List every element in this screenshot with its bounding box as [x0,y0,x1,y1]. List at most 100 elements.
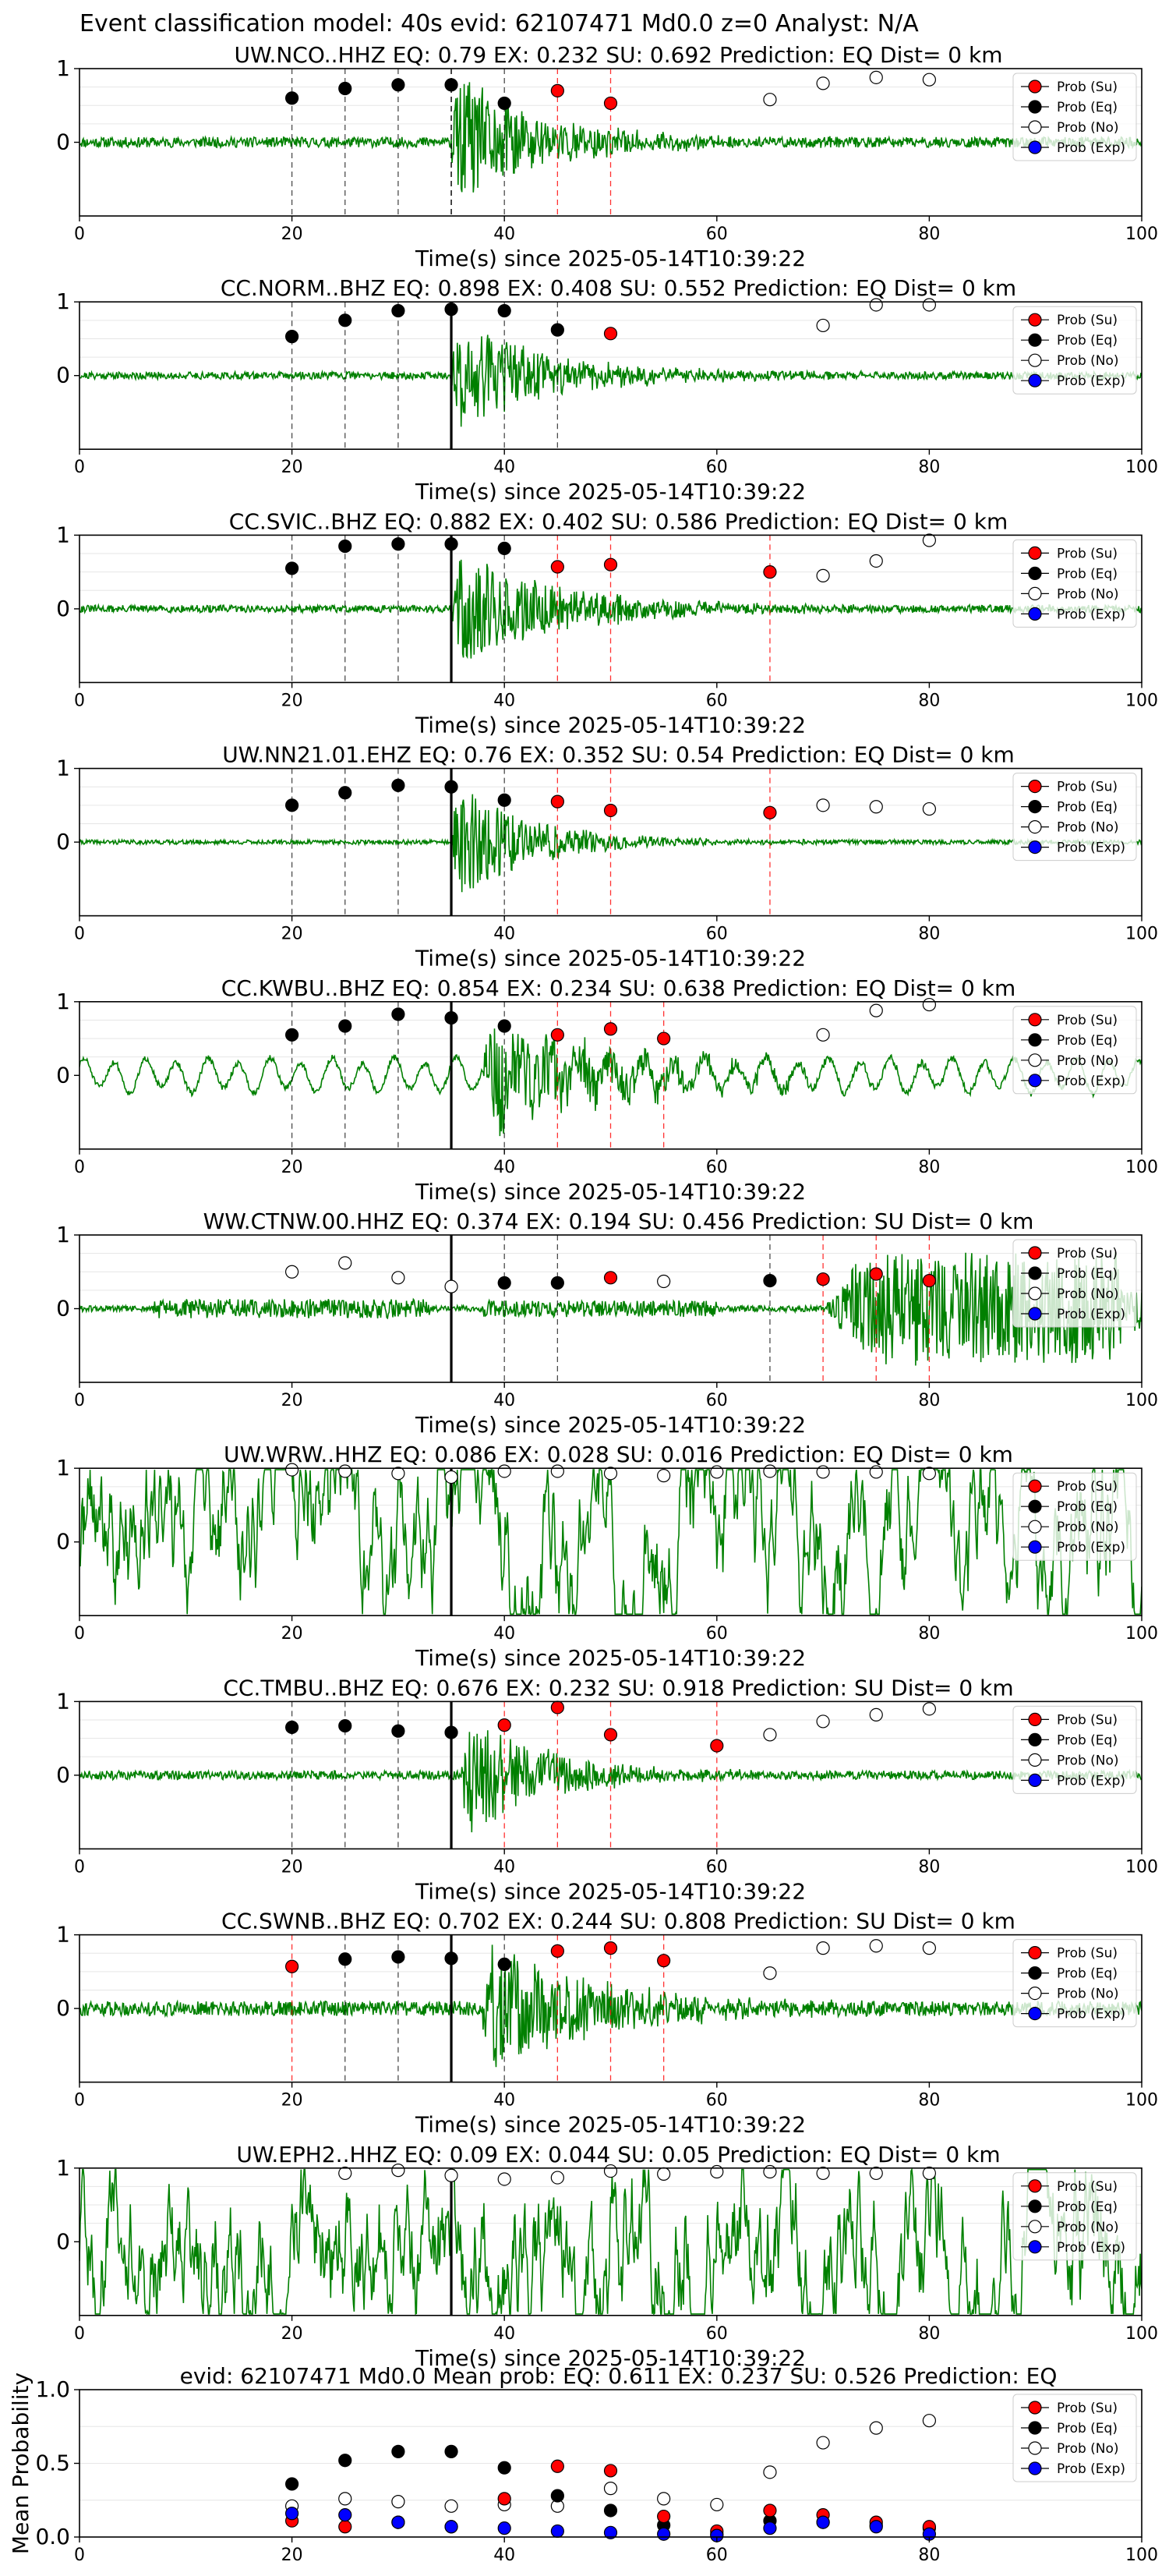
y-tick-label: 0 [56,363,70,388]
prob-point-no [816,1465,830,1479]
legend-label: Prob (Exp) [1057,1307,1125,1322]
prob-point-su [550,2459,564,2473]
y-tick-label: 0 [56,2228,70,2254]
prob-point-no [710,2497,724,2512]
prob-point-eq [391,1007,405,1021]
x-tick-label: 40 [493,458,515,477]
x-tick-label: 80 [918,691,940,710]
y-tick-label: 1 [56,755,70,781]
legend-label: Prob (Eq) [1057,1033,1118,1049]
legend-label: Prob (No) [1057,120,1119,136]
prob-point-exp [603,2525,618,2539]
legend-marker-eq [1028,333,1042,347]
y-tick-label: 0 [56,1062,70,1088]
y-tick-label: 0.0 [35,2524,70,2549]
x-tick-label: 80 [918,2091,940,2111]
prob-point-no [603,2482,618,2496]
prob-point-no [922,1941,937,1955]
legend-marker-exp [1028,2240,1042,2254]
prob-point-no [444,2168,458,2182]
legend-label: Prob (Su) [1057,1013,1118,1028]
x-tick-label: 20 [281,2546,303,2565]
legend-label: Prob (Su) [1057,80,1118,95]
prob-point-eq [497,1276,511,1290]
prob-point-no [922,2166,937,2181]
prob-point-su [657,1954,671,1968]
x-axis-label: Time(s) since 2025-05-14T10:39:22 [415,2345,806,2371]
x-tick-label: 20 [281,1857,303,1877]
prob-point-eq [444,2444,458,2458]
prob-point-su [550,83,564,97]
x-tick-label: 100 [1125,2546,1158,2565]
subplot-title: CC.SWNB..BHZ EQ: 0.702 EX: 0.244 SU: 0.8… [221,1909,1015,1934]
legend-box [1012,1472,1137,1561]
prob-point-eq [497,541,511,556]
x-tick-label: 60 [706,225,728,244]
legend: Prob (Su) Prob (Eq) Prob (No) Prob (Exp) [1012,1939,1137,2028]
prob-point-no [444,1470,458,1484]
legend-marker-no [1028,353,1042,367]
legend-label: Prob (Eq) [1057,2421,1118,2436]
x-tick-label: 60 [706,691,728,710]
legend-marker-eq [1028,1732,1042,1746]
y-tick-label: 1.0 [35,2376,70,2402]
subplot-title: UW.WRW..HHZ EQ: 0.086 EX: 0.028 SU: 0.01… [224,1442,1013,1467]
prob-point-no [922,1702,937,1716]
legend-marker-no [1028,586,1042,601]
subplot-title: CC.NORM..BHZ EQ: 0.898 EX: 0.408 SU: 0.5… [221,275,1016,301]
y-tick-label: 0 [56,1995,70,2021]
prob-point-su [338,2520,352,2534]
legend: Prob (Su) Prob (Eq) Prob (No) Prob (Exp) [1012,773,1137,862]
prob-point-no [922,73,937,87]
axes-frame [79,2167,1143,2316]
prob-point-no [869,70,883,84]
x-tick-label: 0 [74,1391,85,1410]
legend-box [1012,1705,1137,1794]
prob-point-no [603,1467,618,1481]
x-tick-label: 40 [493,1857,515,1877]
prob-point-eq [338,1952,352,1966]
legend-label: Prob (No) [1057,1520,1119,1535]
x-tick-label: 40 [493,1391,515,1410]
prob-point-eq [497,2461,511,2475]
x-tick-label: 40 [493,2324,515,2344]
prob-point-eq [285,1028,299,1042]
legend-marker-no [1028,1520,1042,1534]
prob-point-no [922,801,937,816]
subplot-5: 0 20 40 60 80 100 0 1 CC.KWBU..BHZ EQ: 0.854 EX:… [56,975,1158,1205]
waveform-trace [79,1251,1142,1366]
x-tick-label: 100 [1125,1391,1158,1410]
x-tick-label: 100 [1125,458,1158,477]
x-tick-label: 80 [918,2546,940,2565]
prob-point-eq [338,1019,352,1033]
prob-point-su [550,560,564,574]
prob-point-exp [338,2508,352,2522]
prob-point-su [550,1028,564,1042]
legend-box [1012,2172,1137,2261]
prob-point-no [497,2172,511,2186]
prob-point-no [444,1279,458,1293]
prob-point-no [657,1274,671,1289]
x-tick-label: 80 [918,1624,940,1644]
prob-point-eq [338,539,352,554]
prob-point-su [497,2492,511,2506]
x-tick-label: 60 [706,2324,728,2344]
legend-marker-eq [1028,799,1042,814]
legend: Prob (Su) Prob (Eq) Prob (No) Prob (Exp) [1012,539,1137,628]
prob-point-no [869,1707,883,1722]
prob-point-eq [338,313,352,327]
prob-point-su [763,2503,777,2518]
legend-label: Prob (No) [1057,2220,1119,2235]
x-tick-label: 20 [281,458,303,477]
prob-point-no [338,1256,352,1270]
prob-point-no [285,1265,299,1279]
prob-point-eq [285,2477,299,2491]
y-tick-label: 1 [56,55,70,81]
subplot-9: 0 20 40 60 80 100 0 1 CC.SWNB..BHZ EQ: 0.702 EX:… [56,1909,1158,2138]
prob-point-eq [497,793,511,807]
legend-label: Prob (Eq) [1057,1966,1118,1982]
x-tick-label: 0 [74,925,85,944]
legend-label: Prob (Eq) [1057,2199,1118,2215]
prob-point-eq [497,96,511,111]
waveform-trace [79,1028,1142,1137]
